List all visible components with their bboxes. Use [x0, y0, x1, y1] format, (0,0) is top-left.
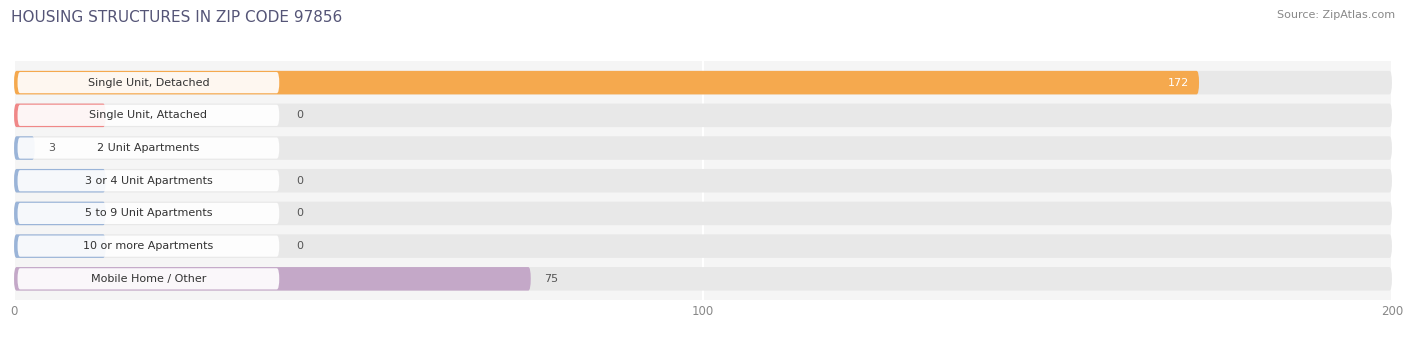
FancyBboxPatch shape — [14, 267, 531, 291]
Text: 10 or more Apartments: 10 or more Apartments — [83, 241, 214, 251]
Text: 5 to 9 Unit Apartments: 5 to 9 Unit Apartments — [84, 208, 212, 219]
Text: 0: 0 — [297, 110, 304, 120]
Text: Single Unit, Detached: Single Unit, Detached — [87, 78, 209, 88]
FancyBboxPatch shape — [14, 202, 1392, 225]
Text: HOUSING STRUCTURES IN ZIP CODE 97856: HOUSING STRUCTURES IN ZIP CODE 97856 — [11, 10, 343, 25]
FancyBboxPatch shape — [14, 136, 35, 160]
Text: 3 or 4 Unit Apartments: 3 or 4 Unit Apartments — [84, 176, 212, 186]
Text: Mobile Home / Other: Mobile Home / Other — [91, 274, 207, 284]
Text: 0: 0 — [297, 208, 304, 219]
FancyBboxPatch shape — [17, 268, 280, 290]
FancyBboxPatch shape — [14, 136, 1392, 160]
Text: 172: 172 — [1167, 78, 1188, 88]
FancyBboxPatch shape — [14, 267, 1392, 291]
FancyBboxPatch shape — [14, 169, 105, 193]
FancyBboxPatch shape — [14, 169, 1392, 193]
FancyBboxPatch shape — [17, 105, 280, 126]
FancyBboxPatch shape — [17, 236, 280, 257]
FancyBboxPatch shape — [17, 203, 280, 224]
FancyBboxPatch shape — [14, 202, 105, 225]
Text: 2 Unit Apartments: 2 Unit Apartments — [97, 143, 200, 153]
FancyBboxPatch shape — [14, 71, 1392, 94]
FancyBboxPatch shape — [14, 234, 105, 258]
Text: 75: 75 — [544, 274, 558, 284]
Text: Single Unit, Attached: Single Unit, Attached — [90, 110, 208, 120]
Text: 0: 0 — [297, 241, 304, 251]
FancyBboxPatch shape — [17, 170, 280, 191]
Text: 3: 3 — [48, 143, 55, 153]
FancyBboxPatch shape — [17, 72, 280, 93]
FancyBboxPatch shape — [14, 104, 105, 127]
FancyBboxPatch shape — [14, 104, 1392, 127]
Text: Source: ZipAtlas.com: Source: ZipAtlas.com — [1277, 10, 1395, 20]
Text: 0: 0 — [297, 176, 304, 186]
FancyBboxPatch shape — [14, 234, 1392, 258]
FancyBboxPatch shape — [14, 71, 1199, 94]
FancyBboxPatch shape — [17, 137, 280, 159]
